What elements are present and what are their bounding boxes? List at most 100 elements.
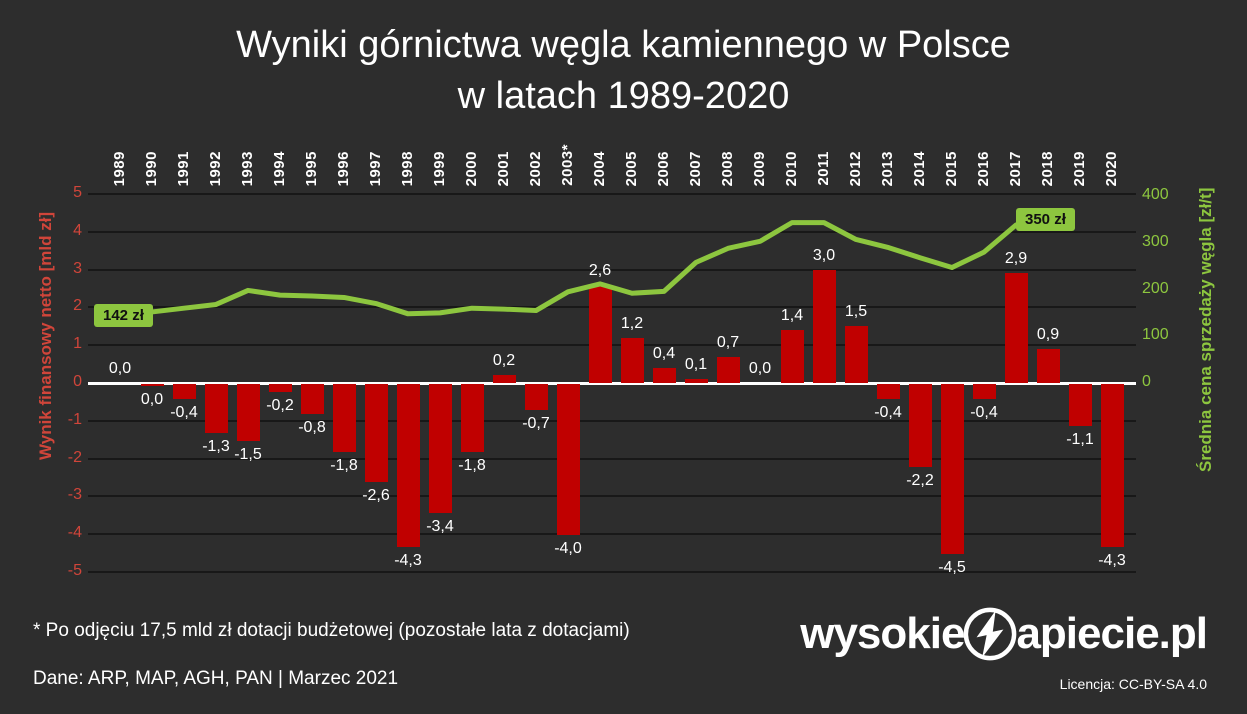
gridline: [88, 344, 1136, 347]
bar-value-label: -4,5: [938, 559, 966, 577]
bar-value-label: -1,5: [234, 445, 262, 463]
bar: [428, 384, 452, 513]
bar-value-label: -0,2: [266, 396, 294, 414]
bar: [460, 384, 484, 453]
bar: [236, 384, 260, 441]
bar-value-label: -1,8: [458, 457, 486, 475]
license-text: Licencja: CC-BY-SA 4.0: [1059, 676, 1207, 692]
year-label: 1992: [207, 150, 224, 186]
bar-value-label: 0,1: [684, 356, 708, 374]
year-label: 1997: [367, 150, 384, 186]
bar: [972, 384, 996, 400]
bar: [844, 326, 868, 383]
bar-value-label: -2,6: [362, 487, 390, 505]
year-label: 2005: [623, 150, 640, 186]
bar: [588, 284, 612, 383]
year-label: 2008: [719, 150, 736, 186]
chart-title: Wyniki górnictwa węgla kamiennego w Pols…: [0, 20, 1247, 122]
bar: [268, 384, 292, 392]
year-label: 1989: [111, 150, 128, 186]
bar-value-label: -0,4: [970, 404, 998, 422]
year-label: 2012: [847, 150, 864, 186]
bar-value-label: -1,8: [330, 457, 358, 475]
bar-value-label: 1,2: [620, 314, 644, 332]
bar-value-label: 0,4: [652, 344, 676, 362]
price-end-label: 350 zł: [1016, 208, 1075, 231]
left-axis-tick: 4: [73, 221, 82, 239]
year-label: 2018: [1039, 150, 1056, 186]
left-axis-tick: 1: [73, 335, 82, 353]
zero-axis-line: [88, 382, 1136, 385]
bar-value-label: 0,2: [492, 352, 516, 370]
gridline: [88, 193, 1136, 195]
year-label: 2002: [527, 150, 544, 186]
logo-text-prefix: wysokie: [800, 609, 965, 658]
left-axis-tick: -5: [67, 562, 82, 579]
right-axis-tick: 100: [1142, 326, 1169, 344]
left-axis-tick: 5: [73, 184, 82, 201]
bar: [364, 384, 388, 483]
bar: [140, 384, 164, 386]
logo: wysokie apiecie.pl: [800, 606, 1208, 662]
year-label: 2011: [815, 151, 832, 186]
bar: [492, 375, 516, 383]
right-axis-tick: 300: [1142, 232, 1169, 250]
year-label: 2015: [943, 150, 960, 186]
price-start-label: 142 zł: [94, 304, 153, 327]
bar: [172, 384, 196, 400]
bar-value-label: -3,4: [426, 517, 454, 535]
gridline: [88, 306, 1136, 309]
bar: [1100, 384, 1124, 547]
bar: [940, 384, 964, 555]
bar: [300, 384, 324, 415]
bar-value-label: -2,2: [906, 472, 934, 490]
year-label: 2019: [1071, 150, 1088, 186]
left-axis-tick: 0: [73, 373, 82, 390]
bar-value-label: 2,9: [1004, 250, 1028, 268]
bar-value-label: 2,6: [588, 261, 612, 279]
left-axis-tick: -1: [67, 410, 82, 428]
gridline: [88, 495, 1136, 498]
bar-value-label: -4,3: [394, 551, 422, 569]
year-label: 1990: [143, 150, 160, 186]
bar: [620, 337, 644, 383]
logo-bolt-icon: [964, 607, 1017, 661]
bar: [684, 379, 708, 383]
gridline: [88, 457, 1136, 460]
right-axis-tick: 400: [1142, 186, 1169, 203]
bar: [876, 384, 900, 400]
bar-value-label: -4,0: [554, 540, 582, 558]
year-label: 2013: [879, 150, 896, 186]
bar-value-label: -1,1: [1066, 430, 1094, 448]
bar-value-label: 3,0: [812, 246, 836, 264]
left-axis-tick: -4: [67, 524, 82, 542]
logo-text-suffix: apiecie.pl: [1016, 609, 1208, 658]
year-label: 1994: [271, 150, 288, 186]
bar-value-label: -0,7: [522, 415, 550, 433]
year-label: 2006: [655, 150, 672, 186]
left-axis-title: Wynik finansowy netto [mld zł]: [36, 211, 55, 461]
left-axis-tick: 3: [73, 259, 82, 277]
bar-value-label: 0,7: [716, 333, 740, 351]
bar: [1036, 348, 1060, 383]
right-axis-tick: 200: [1142, 279, 1169, 297]
footnote: * Po odjęciu 17,5 mld zł dotacji budżeto…: [33, 620, 630, 641]
year-label: 1991: [175, 150, 192, 186]
year-label: 1993: [239, 150, 256, 186]
year-label: 1999: [431, 150, 448, 186]
bar: [716, 356, 740, 383]
year-label: 2009: [751, 150, 768, 186]
year-label: 1998: [399, 150, 416, 186]
year-label: 2003*: [559, 144, 576, 186]
source-line: Dane: ARP, MAP, AGH, PAN | Marzec 2021: [33, 668, 399, 689]
bar: [908, 384, 932, 468]
bar-value-label: -0,8: [298, 419, 326, 437]
bar: [556, 384, 580, 536]
bar-value-label: -0,4: [170, 404, 198, 422]
left-axis-tick: -3: [67, 486, 82, 504]
bar-value-label: 1,5: [844, 303, 868, 321]
chart-title-line1: Wyniki górnictwa węgla kamiennego w Pols…: [236, 24, 1011, 66]
year-label: 2020: [1103, 150, 1120, 186]
